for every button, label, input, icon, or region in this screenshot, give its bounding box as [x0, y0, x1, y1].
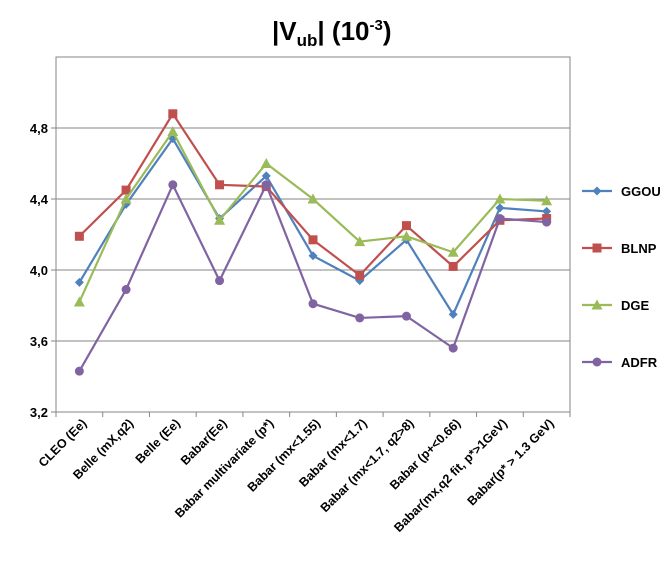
- title-mid: | (10: [317, 16, 369, 46]
- data-point: [121, 185, 131, 195]
- data-point: [74, 231, 84, 241]
- legend-label: GGOU: [621, 184, 661, 199]
- data-point: [448, 309, 458, 319]
- data-point: [308, 299, 318, 309]
- legend-item-blnp: BLNP: [582, 241, 657, 256]
- data-point: [74, 277, 84, 287]
- x-axis-categories: CLEO (Ee)Belle (mX,q2)Belle (Ee)Babar(Ee…: [36, 412, 571, 535]
- data-point: [167, 126, 179, 137]
- legend-marker: [591, 299, 603, 310]
- data-point: [400, 230, 412, 241]
- legend-marker: [592, 186, 602, 196]
- data-point: [541, 195, 553, 206]
- data-point: [73, 296, 85, 307]
- data-point: [121, 285, 131, 295]
- legend-item-adfr: ADFR: [582, 355, 658, 370]
- data-point: [542, 217, 552, 227]
- data-point: [307, 193, 319, 204]
- legend: GGOU BLNP DGE ADFR: [582, 184, 661, 370]
- title-sup: -3: [369, 17, 382, 34]
- title-post: ): [383, 16, 392, 46]
- y-tick-label: 4,0: [30, 263, 48, 278]
- x-category-label: Belle (Ee): [133, 416, 183, 466]
- data-point: [542, 206, 552, 216]
- data-point: [355, 313, 365, 323]
- series-line: [78, 182, 547, 372]
- series-dge: [73, 126, 553, 307]
- data-point: [74, 366, 84, 376]
- data-point: [354, 236, 366, 247]
- data-point: [401, 311, 411, 321]
- data-point: [215, 276, 225, 286]
- data-point: [495, 214, 505, 224]
- data-point: [260, 158, 272, 168]
- gridlines: [56, 127, 570, 342]
- series-ggou: [74, 134, 552, 319]
- data-point: [448, 261, 458, 271]
- legend-item-dge: DGE: [582, 298, 650, 313]
- x-category-label: Babar(p* > 1.3 GeV): [465, 416, 557, 508]
- y-tick-label: 4,8: [30, 121, 48, 136]
- title-pre: |V: [272, 16, 297, 46]
- title-sub: ub: [297, 31, 318, 50]
- data-point: [495, 203, 505, 213]
- data-point: [401, 221, 411, 231]
- legend-marker: [592, 243, 602, 253]
- data-point: [448, 343, 458, 353]
- legend-label: DGE: [621, 298, 650, 313]
- data-point: [168, 180, 178, 190]
- data-point: [308, 251, 318, 261]
- data-point: [261, 180, 271, 190]
- series-adfr: [74, 180, 552, 376]
- data-point: [261, 171, 271, 181]
- legend-item-ggou: GGOU: [582, 184, 661, 199]
- series-line: [78, 129, 547, 303]
- y-axis-ticks: 3,2 3,6 4,0 4,4 4,8: [30, 121, 56, 420]
- plot-area: [55, 56, 571, 413]
- data-point: [308, 235, 318, 245]
- data-point: [215, 180, 225, 190]
- x-category-label: Babar (mx<1.7, q2>8): [318, 416, 417, 515]
- y-tick-label: 3,6: [30, 334, 48, 349]
- y-tick-label: 4,4: [30, 192, 49, 207]
- chart-title: |Vub| (10-3): [272, 16, 392, 50]
- legend-marker: [592, 357, 602, 367]
- legend-label: BLNP: [621, 241, 657, 256]
- data-point: [120, 193, 132, 204]
- y-tick-label: 3,2: [30, 405, 48, 420]
- legend-label: ADFR: [621, 355, 658, 370]
- data-point: [214, 214, 226, 225]
- series-group: [73, 109, 553, 376]
- data-point: [447, 246, 459, 257]
- data-point: [168, 109, 178, 119]
- data-point: [355, 270, 365, 280]
- data-point: [494, 193, 506, 204]
